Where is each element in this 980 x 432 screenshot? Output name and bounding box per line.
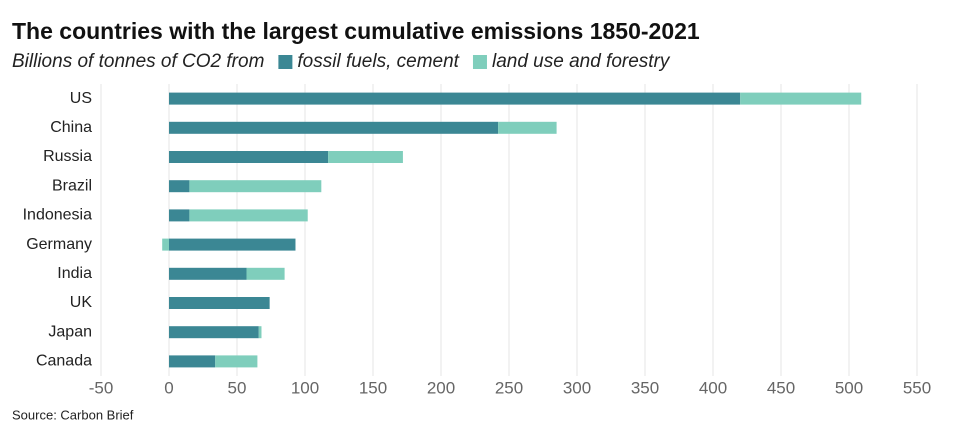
x-tick-label: 100	[291, 378, 319, 397]
bar	[169, 92, 741, 105]
y-tick-label: US	[70, 90, 92, 107]
legend-label: fossil fuels, cement	[297, 51, 459, 72]
y-tick-label: Indonesia	[23, 207, 92, 224]
bar	[169, 355, 216, 368]
source: Source: Carbon Brief	[12, 407, 134, 422]
bar	[169, 180, 190, 193]
x-tick-label: 50	[228, 378, 247, 397]
x-tick-label: 400	[699, 378, 727, 397]
bar	[162, 238, 169, 251]
chart-subtitle: Billions of tonnes of CO2 from	[12, 51, 264, 72]
y-tick-label: Canada	[36, 353, 92, 370]
y-tick-label: Russia	[43, 148, 92, 165]
chart-title: The countries with the largest cumulativ…	[12, 18, 700, 44]
y-tick-label: Brazil	[52, 177, 92, 194]
x-tick-label: 550	[903, 378, 931, 397]
legend-label: land use and forestry	[492, 51, 671, 72]
bar	[169, 209, 190, 222]
bar	[498, 121, 557, 134]
x-tick-label: -50	[89, 378, 114, 397]
bar	[189, 209, 308, 222]
legend-swatch	[278, 55, 293, 69]
x-tick-label: 500	[835, 378, 863, 397]
x-tick-label: 0	[164, 378, 173, 397]
bar	[169, 238, 296, 251]
x-tick-label: 150	[359, 378, 387, 397]
bar	[169, 151, 329, 163]
x-tick-label: 350	[631, 378, 659, 397]
bar	[169, 267, 247, 280]
bar	[169, 121, 499, 134]
x-tick-label: 450	[767, 378, 795, 397]
x-tick-label: 200	[427, 378, 455, 397]
bar	[328, 151, 403, 163]
legend-swatch	[472, 55, 487, 69]
bar	[246, 267, 285, 280]
bar	[215, 355, 258, 368]
bar	[169, 326, 259, 339]
y-tick-label: UK	[70, 294, 93, 311]
bar	[740, 92, 862, 105]
y-tick-label: Germany	[26, 236, 92, 253]
x-tick-label: 300	[563, 378, 591, 397]
y-tick-label: India	[57, 265, 92, 282]
bar	[258, 326, 262, 339]
bar	[189, 180, 322, 193]
bar	[169, 297, 270, 309]
y-tick-label: Japan	[48, 323, 92, 340]
x-tick-label: 250	[495, 378, 523, 397]
y-tick-label: China	[50, 119, 92, 136]
